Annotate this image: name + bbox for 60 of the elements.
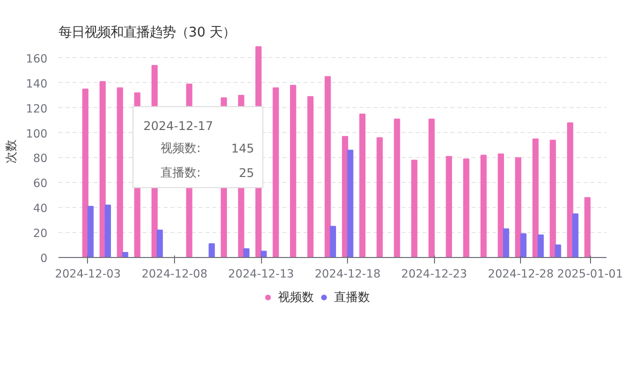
x-tick-label: 2024-12-18 xyxy=(314,266,381,280)
bar xyxy=(100,81,106,258)
y-tick-label: 120 xyxy=(26,101,48,116)
bar xyxy=(567,122,574,258)
bar xyxy=(87,206,94,258)
x-tick-label: 2024-12-23 xyxy=(401,266,468,280)
x-tick-label: 2024-12-28 xyxy=(488,266,554,280)
annotation: 直播数: xyxy=(160,166,201,180)
y-axis-title: 次数 xyxy=(4,140,18,164)
legend-label: 视频数 xyxy=(278,288,314,306)
bar xyxy=(359,114,366,258)
x-tick-label: 2024-12-03 xyxy=(55,266,121,280)
bar xyxy=(272,87,279,258)
bar xyxy=(394,118,400,258)
bar xyxy=(584,197,591,258)
bar xyxy=(550,140,556,258)
bar xyxy=(532,138,539,258)
y-tick-label: 20 xyxy=(33,226,48,240)
y-tick-label: 160 xyxy=(26,51,48,66)
y-tick-label: 80 xyxy=(33,151,48,166)
annotation: 2024-12-17 xyxy=(143,118,214,133)
bar xyxy=(520,233,526,258)
bar xyxy=(347,150,354,258)
bar xyxy=(307,96,314,258)
bar xyxy=(480,154,487,258)
x-tick-label: 2024-12-13 xyxy=(228,266,294,280)
y-tick-label: 40 xyxy=(33,201,48,216)
bar xyxy=(515,157,522,258)
bar xyxy=(376,137,383,258)
bar xyxy=(122,252,128,258)
legend-label: 直播数 xyxy=(334,288,370,306)
bar xyxy=(498,153,504,258)
bar xyxy=(463,158,470,258)
y-tick-label: 0 xyxy=(40,251,48,265)
y-tick-label: 100 xyxy=(26,126,48,140)
annotation: 视频数: xyxy=(160,140,201,155)
x-tick-label: 2025-01-01 xyxy=(557,266,623,280)
chart-title: 每日视频和直播趋势（30 天） xyxy=(58,26,236,40)
bar xyxy=(260,250,267,258)
bar xyxy=(82,88,88,258)
bar xyxy=(538,234,544,258)
bar xyxy=(208,243,215,258)
y-tick-label: 140 xyxy=(26,76,48,90)
bar xyxy=(330,226,336,258)
annotation: 25 xyxy=(238,166,254,180)
bar xyxy=(324,76,331,258)
bar xyxy=(554,244,562,258)
bar xyxy=(104,204,111,258)
bar xyxy=(572,213,578,258)
bar xyxy=(116,87,124,258)
x-tick-label: 2024-12-08 xyxy=(142,266,208,280)
y-tick-label: 60 xyxy=(33,176,48,190)
bar xyxy=(428,118,435,258)
annotation: 145 xyxy=(231,141,254,156)
bar xyxy=(502,228,510,258)
bar xyxy=(243,248,250,258)
bar xyxy=(156,230,163,258)
bar xyxy=(290,84,296,258)
bar xyxy=(446,156,452,258)
bar xyxy=(411,160,418,258)
